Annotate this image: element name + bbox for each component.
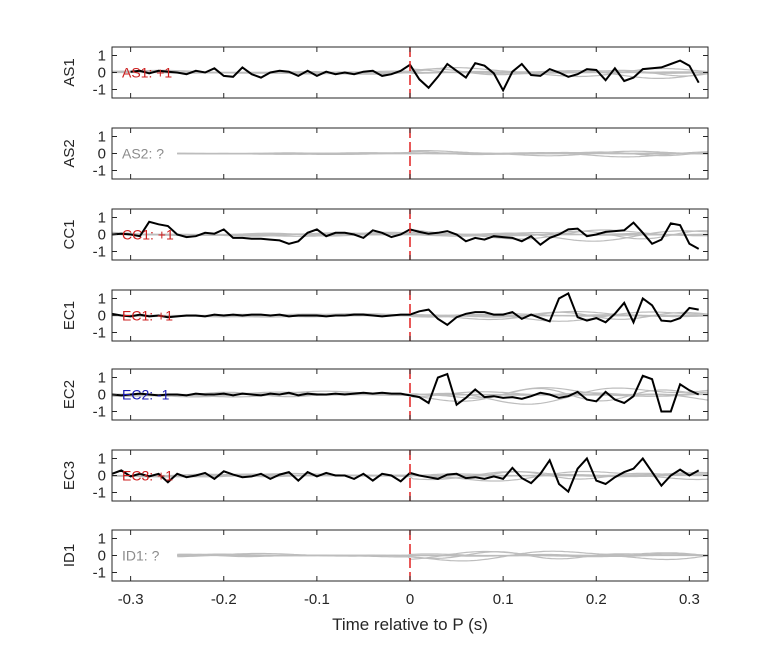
y-tick-label: -1 [93,163,106,180]
panel-ylabel: CC1 [61,219,78,249]
x-axis: -0.3 -0.2 -0.1 0 0.1 0.2 0.3 [118,591,700,608]
y-tick-label: 0 [98,308,106,325]
y-tick-label: 1 [98,210,106,227]
panel-ylabel: AS2 [61,139,78,167]
y-tick-label: -1 [93,485,106,502]
main-trace [111,291,699,327]
y-tick-label: 0 [98,146,106,163]
y-tick-label: 1 [98,129,106,146]
panel-ec2: 10-1 EC2 EC2: -1 [61,368,709,421]
x-axis-label: Time relative to P (s) [332,615,488,634]
main-trace [130,59,700,93]
y-tick-label: 0 [98,227,106,244]
y-tick-label: 0 [98,468,106,485]
y-tick-label: 1 [98,531,106,548]
y-tick-label: -1 [93,82,106,99]
background-trace [177,550,709,562]
polarity-annotation: EC2: -1 [122,387,170,403]
main-trace [111,456,700,494]
y-tick-label: -1 [93,404,106,421]
y-tick-label: 0 [98,387,106,404]
polarity-annotation: EC3: +1 [122,468,173,484]
y-tick-label: 1 [98,451,106,468]
panel-as2: 10-1 AS2 AS2: ? [61,127,709,180]
background-trace [177,551,709,560]
panel-ylabel: EC1 [61,301,78,330]
background-trace [111,68,709,77]
polarity-annotation: EC1: +1 [122,308,173,324]
panel-ylabel: EC3 [61,461,78,490]
y-tick-label: -1 [93,565,106,582]
y-tick-label: 1 [98,48,106,65]
x-tick-label: -0.3 [118,591,144,608]
polarity-annotation: AS2: ? [122,146,164,162]
panel-ec3: 10-1 EC3 EC3: +1 [61,449,709,502]
polarity-annotation: AS1: +1 [122,65,172,81]
y-tick-label: -1 [93,325,106,342]
main-trace [111,372,700,413]
panel-ylabel: AS1 [61,58,78,86]
x-tick-label: -0.1 [304,591,330,608]
y-tick-label: -1 [93,244,106,261]
panel-ylabel: EC2 [61,380,78,409]
x-tick-label: 0.3 [679,591,700,608]
panel-ec1: 10-1 EC1 EC1: +1 [61,289,709,342]
panel-cc1: 10-1 CC1 CC1: +1 [61,208,709,261]
background-trace [177,151,709,157]
polarity-annotation: CC1: +1 [122,227,174,243]
y-tick-label: 1 [98,370,106,387]
x-tick-label: -0.2 [211,591,237,608]
y-tick-label: 0 [98,65,106,82]
polarity-annotation: ID1: ? [122,548,160,564]
panel-id1: 10-1 ID1 ID1: ? [61,529,709,582]
main-trace [111,220,700,250]
x-tick-label: 0.2 [586,591,607,608]
x-tick-label: 0 [406,591,414,608]
x-tick-label: 0.1 [493,591,514,608]
background-trace [111,471,709,480]
y-tick-label: 1 [98,291,106,308]
background-trace [111,230,709,240]
y-tick-label: 0 [98,548,106,565]
panel-as1: 10-1 AS1 AS1: +1 [61,46,709,99]
panel-ylabel: ID1 [61,544,78,567]
